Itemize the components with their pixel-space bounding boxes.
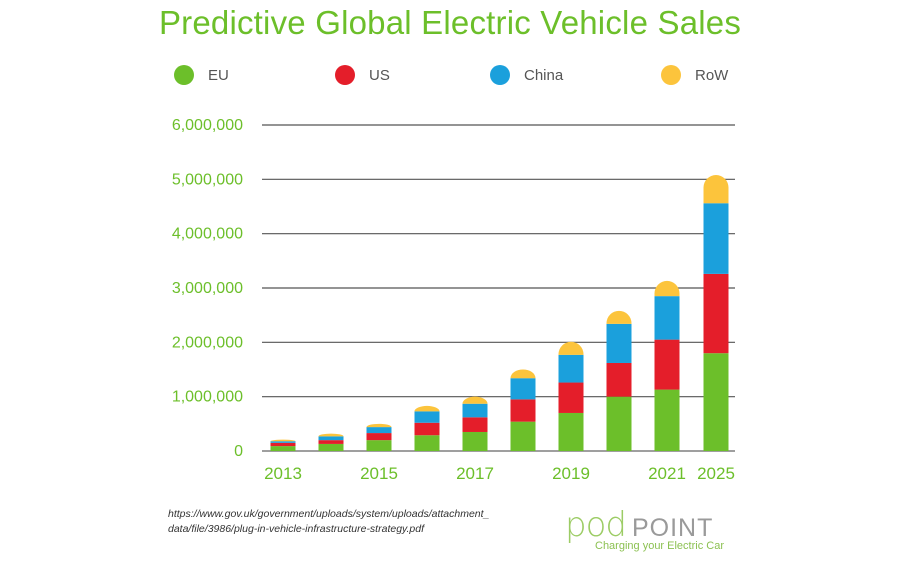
bar-segment-eu [462,431,488,451]
bar-segment-eu [270,446,296,451]
x-tick-label: 2013 [264,464,302,483]
legend-item-us: US [335,63,390,87]
chart-title: Predictive Global Electric Vehicle Sales [158,4,742,41]
bar-segment-eu [366,440,392,451]
bar-segment-us [510,399,536,422]
bar-segment-row [318,433,344,437]
logo-brand-pod: pod [565,505,627,545]
bar-segment-us [558,382,584,413]
legend-swatch-eu [174,65,194,85]
bar-segment-eu [654,389,680,451]
bar-segment-china [366,427,392,434]
bar-segment-china [318,436,344,441]
logo-brand-point: POINT [631,514,714,542]
x-tick-label: 2015 [360,464,398,483]
bar-segment-row [510,369,536,379]
legend-item-row: RoW [661,63,728,87]
legend-label-us: US [369,66,390,84]
source-citation: https://www.gov.uk/government/uploads/sy… [168,507,489,537]
y-tick-label: 3,000,000 [172,280,243,297]
bar-segment-china [414,411,440,423]
bar-segment-row [654,280,680,297]
bar-segment-row [462,396,488,404]
bar-segment-us [462,417,488,432]
stacked-bar-chart: 0 1,000,000 2,000,000 3,000,000 4,000,000 5,0… [172,117,735,483]
bar-segment-china [606,323,632,363]
bar-segment-china [654,296,680,340]
legend-label-row: RoW [695,66,729,84]
bar-segment-row [366,423,392,428]
bar-segment-us [606,362,632,397]
bar-segment-row [703,174,729,204]
y-tick-label: 0 [234,443,243,460]
bar-segment-us [703,273,729,354]
bar-segment-eu [510,421,536,451]
bar-segment-eu [414,435,440,451]
bar-segment-us [270,442,296,447]
legend-label-china: China [524,66,564,84]
bar-segment-us [318,440,344,444]
logo-tagline: Charging your Electric Car [595,540,724,552]
legend-item-china: China [490,63,563,87]
source-line-2: data/file/3986/plug-in-vehicle-infrastru… [168,523,425,535]
bar-segment-china [703,203,729,274]
x-tick-label: 2017 [456,464,494,483]
bar-segment-us [366,433,392,441]
bar-segment-eu [606,396,632,451]
bar-segment-china [270,441,296,443]
x-tick-label: 2021 [648,464,686,483]
pod-point-logo: pod POINT Charging your Electric Car [565,508,740,556]
y-tick-label: 4,000,000 [172,226,243,243]
legend-swatch-row [661,65,681,85]
source-line-1: https://www.gov.uk/government/uploads/sy… [168,508,490,520]
bar-segment-row [414,405,440,412]
y-tick-label: 5,000,000 [172,171,243,188]
x-tick-label: 2019 [552,464,590,483]
legend-item-eu: EU [174,63,229,87]
bar-segment-us [414,422,440,436]
bar-segment-eu [318,443,344,451]
bar-segment-china [510,378,536,400]
bar-segment-row [558,341,584,355]
bar-segment-row [270,439,296,442]
bar-segment-china [462,403,488,418]
bar-segment-us [654,339,680,390]
legend-label-eu: EU [208,66,229,84]
bar-segment-eu [703,353,729,451]
bar-segment-row [606,310,632,324]
y-tick-label: 6,000,000 [172,117,243,134]
legend-swatch-us [335,65,355,85]
bar-segment-china [558,354,584,383]
y-tick-label: 2,000,000 [172,334,243,351]
legend-swatch-china [490,65,510,85]
x-tick-label: 2025 [697,464,735,483]
bar-segment-eu [558,412,584,451]
y-tick-label: 1,000,000 [172,389,243,406]
